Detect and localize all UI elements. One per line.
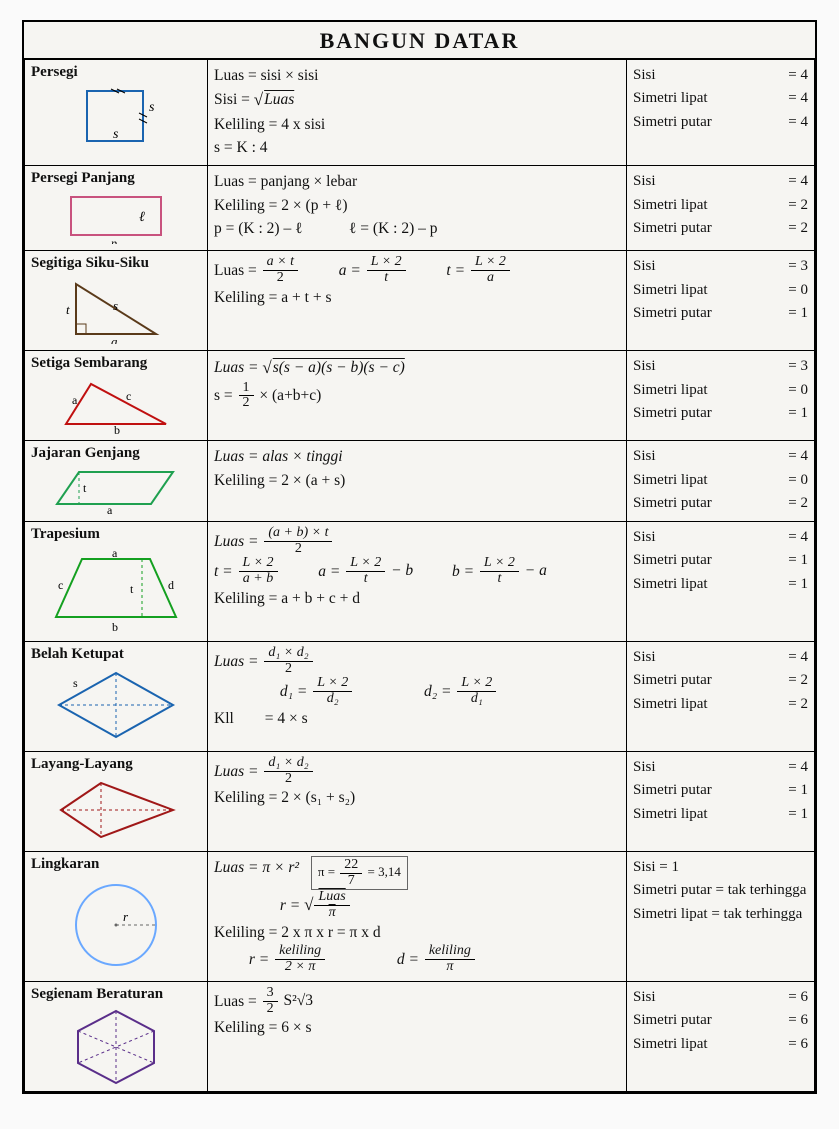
props: Sisi= 4 Simetri lipat= 2 Simetri putar= … xyxy=(633,170,808,240)
formula-block: Luas = π × r² π = 227 = 3,14 r = √Luasπ … xyxy=(214,856,620,974)
table-row: Persegi s s Luas = sisi × sisi Sisi = √L… xyxy=(25,60,815,166)
props: Sisi= 3 Simetri lipat= 0 Simetri putar= … xyxy=(633,355,808,425)
trapezoid-icon: a b c d t xyxy=(46,545,186,635)
shape-name: Segitiga Siku-Siku xyxy=(31,255,201,272)
shape-name: Layang-Layang xyxy=(31,756,201,773)
kite-icon xyxy=(51,775,181,845)
table-row: Lingkaran r Luas = π × r² π = 227 = 3,14… xyxy=(25,852,815,982)
formula-block: Luas = (a + b) × t2 t = L × 2a + b a = L… xyxy=(214,526,620,610)
table-row: Jajaran Genjang t a Luas = alas × tinggi… xyxy=(25,441,815,522)
svg-text:s: s xyxy=(113,298,118,313)
props: Sisi= 4 Simetri putar= 1 Simetri lipat= … xyxy=(633,756,808,826)
shape-name: Persegi xyxy=(31,64,201,81)
svg-text:c: c xyxy=(58,578,63,592)
formula-block: Luas = panjang × lebar Keliling = 2 × (p… xyxy=(214,170,620,240)
formula-block: Luas = sisi × sisi Sisi = √Luas Keliling… xyxy=(214,64,620,159)
svg-text:s: s xyxy=(149,100,155,115)
svg-text:t: t xyxy=(130,582,134,596)
rectangle-icon: ℓ p xyxy=(61,189,171,244)
page-title: BANGUN DATAR xyxy=(24,22,815,59)
shape-name: Belah Ketupat xyxy=(31,646,201,663)
table-row: Persegi Panjang ℓ p Luas = panjang × leb… xyxy=(25,166,815,251)
shape-name: Lingkaran xyxy=(31,856,201,873)
svg-text:t: t xyxy=(66,302,70,317)
formula-block: Luas = 32 S²√3 Keliling = 6 × s xyxy=(214,986,620,1040)
scalene-triangle-icon: a c b xyxy=(56,374,176,434)
hexagon-icon xyxy=(66,1005,166,1085)
circle-icon: r xyxy=(61,875,171,975)
svg-text:a: a xyxy=(107,503,113,514)
table-row: Segitiga Siku-Siku t a s Luas = a × t2 a… xyxy=(25,251,815,351)
svg-text:a: a xyxy=(111,334,118,344)
svg-text:s: s xyxy=(113,127,119,142)
svg-text:s: s xyxy=(73,676,78,690)
table-row: Belah Ketupat s Luas = d₁ × d₂2 d₁ = L ×… xyxy=(25,642,815,752)
shape-name: Persegi Panjang xyxy=(31,170,201,187)
svg-text:p: p xyxy=(110,236,117,244)
table-row: Setiga Sembarang a c b Luas = √s(s − a)(… xyxy=(25,351,815,441)
props: Sisi= 4 Simetri putar= 1 Simetri lipat= … xyxy=(633,526,808,596)
formula-block: Luas = alas × tinggi Keliling = 2 × (a +… xyxy=(214,445,620,492)
props: Sisi= 4 Simetri lipat= 4 Simetri putar= … xyxy=(633,64,808,134)
formula-block: Luas = d₁ × d₂2 Keliling = 2 × (s₁ + s₂) xyxy=(214,756,620,810)
svg-text:a: a xyxy=(112,546,118,560)
right-triangle-icon: t a s xyxy=(61,274,171,344)
props: Sisi= 6 Simetri putar= 6 Simetri lipat= … xyxy=(633,986,808,1056)
svg-text:b: b xyxy=(112,620,118,634)
shape-name: Trapesium xyxy=(31,526,201,543)
formula-block: Luas = d₁ × d₂2 d₁ = L × 2d₂ d₂ = L × 2d… xyxy=(214,646,620,730)
shape-name: Setiga Sembarang xyxy=(31,355,201,372)
svg-text:d: d xyxy=(168,578,174,592)
parallelogram-icon: t a xyxy=(51,464,181,514)
shape-name: Jajaran Genjang xyxy=(31,445,201,462)
props: Sisi = 1 Simetri putar = tak terhingga S… xyxy=(633,856,808,926)
props: Sisi= 4 Simetri lipat= 0 Simetri putar= … xyxy=(633,445,808,515)
table-row: Layang-Layang Luas = d₁ × d₂2 Keliling =… xyxy=(25,752,815,852)
svg-text:b: b xyxy=(114,423,120,434)
table-row: Trapesium a b c d t Luas = (a + b) × t2 xyxy=(25,522,815,642)
table-row: Segienam Beraturan Luas = 32 S²√3 Kelili… xyxy=(25,982,815,1092)
shapes-table: Persegi s s Luas = sisi × sisi Sisi = √L… xyxy=(24,59,815,1092)
formula-block: Luas = a × t2 a = L × 2t t = L × 2a Keli… xyxy=(214,255,620,309)
square-icon: s s xyxy=(71,83,161,153)
props: Sisi= 4 Simetri putar= 2 Simetri lipat= … xyxy=(633,646,808,716)
props: Sisi= 3 Simetri lipat= 0 Simetri putar= … xyxy=(633,255,808,325)
svg-text:ℓ: ℓ xyxy=(139,210,145,225)
shape-name: Segienam Beraturan xyxy=(31,986,201,1003)
sheet: BANGUN DATAR Persegi s s Luas = sisi × s… xyxy=(22,20,817,1094)
svg-text:t: t xyxy=(83,481,87,495)
svg-text:c: c xyxy=(126,389,131,403)
svg-text:a: a xyxy=(72,393,78,407)
rhombus-icon: s xyxy=(51,665,181,745)
svg-text:r: r xyxy=(123,909,129,924)
formula-block: Luas = √s(s − a)(s − b)(s − c) s = 12 × … xyxy=(214,355,620,411)
